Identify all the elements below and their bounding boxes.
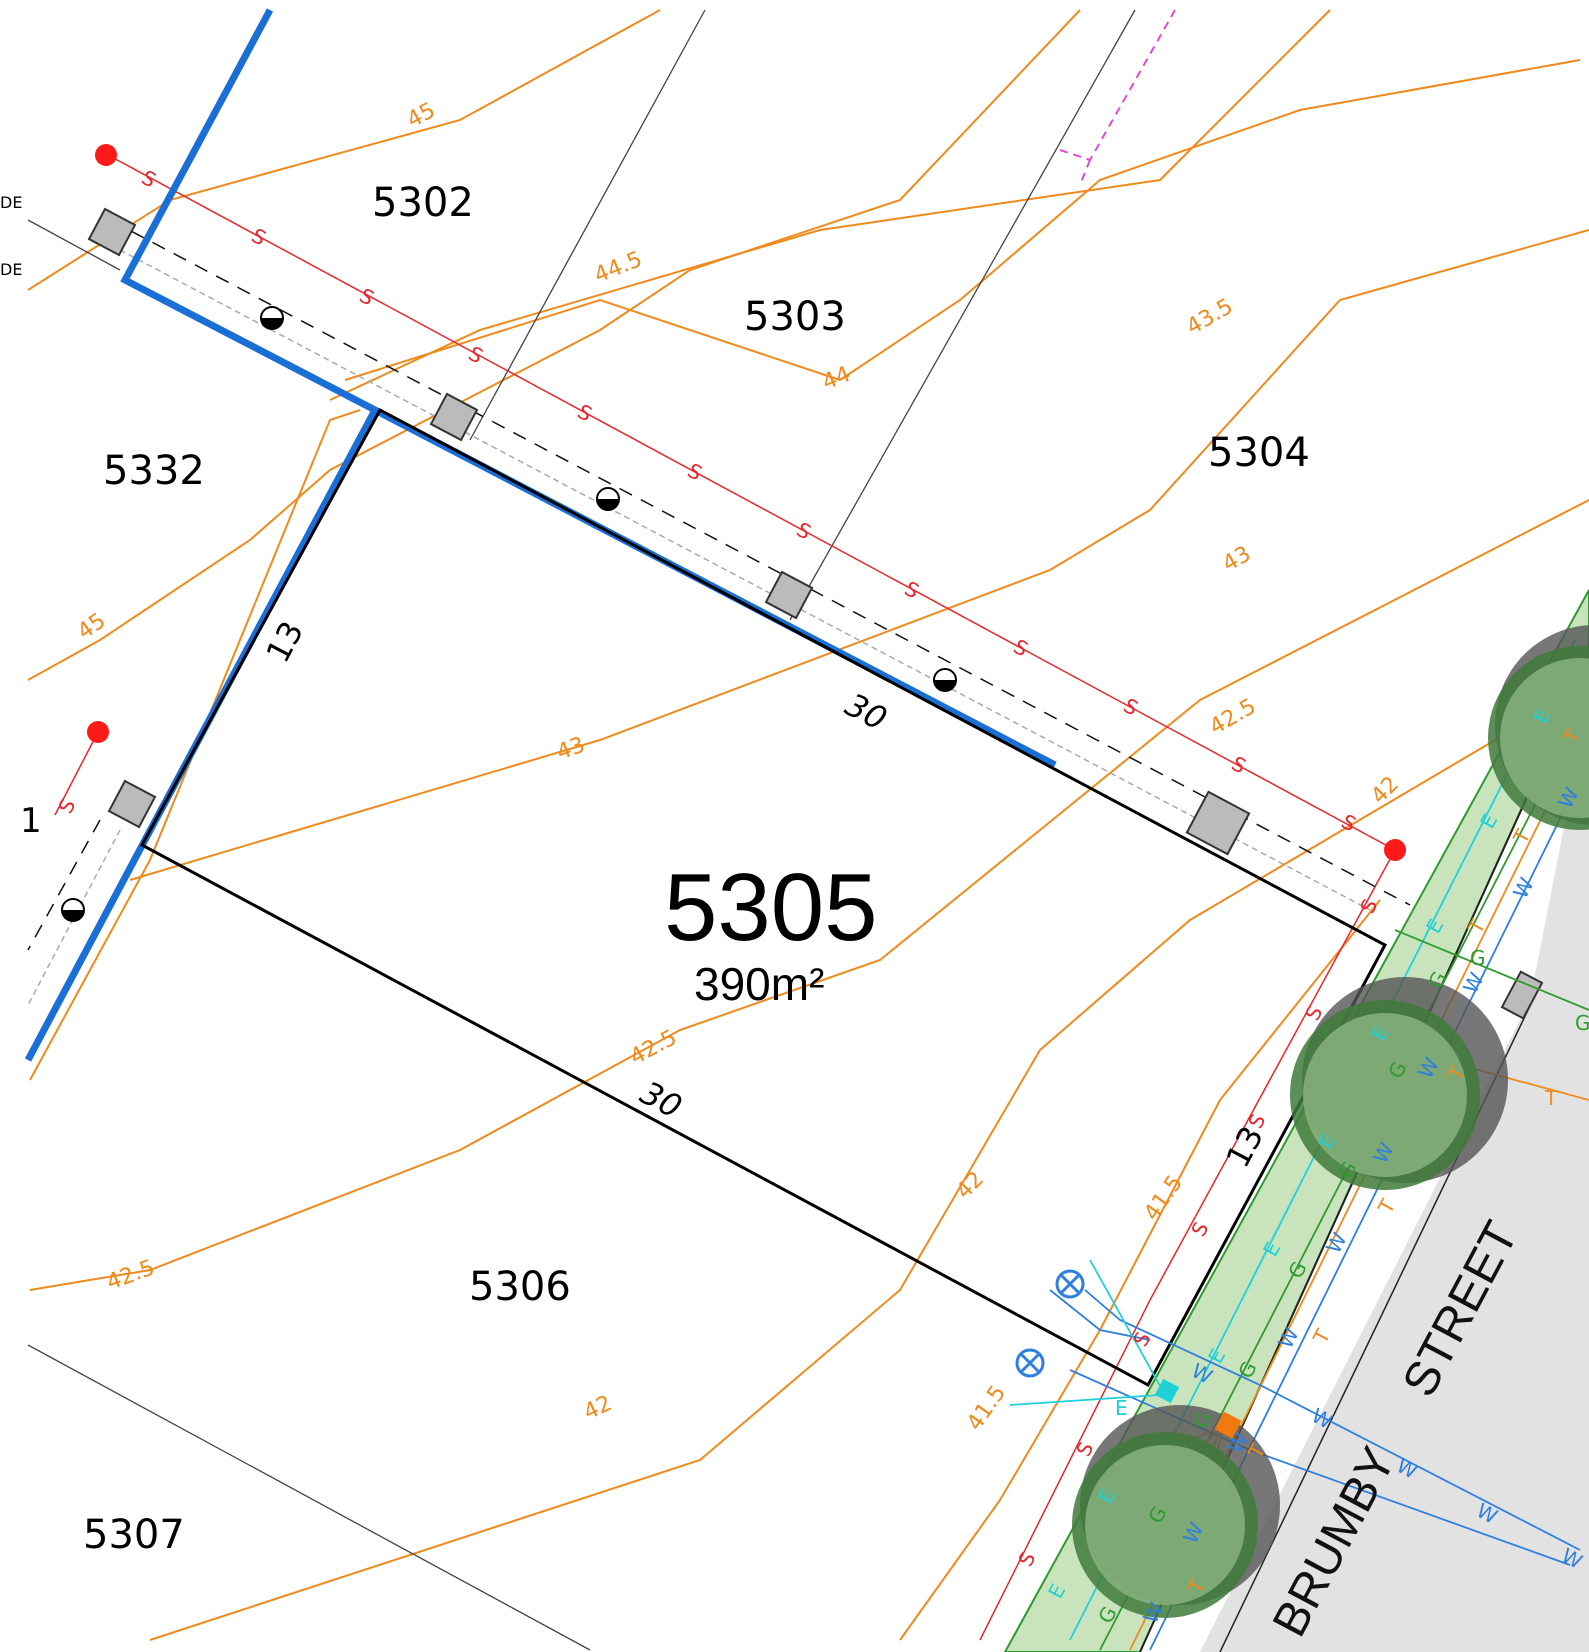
gas-code-label: G bbox=[1470, 946, 1486, 970]
edge-text-fragment: DE bbox=[0, 260, 22, 279]
sewer-code-label: S bbox=[684, 458, 706, 485]
main-lot-area: 390m² bbox=[694, 958, 824, 1010]
sewer-code-label: S bbox=[248, 223, 270, 250]
electric-pit-marker bbox=[1154, 1378, 1180, 1404]
lot-number-label: 5306 bbox=[469, 1264, 571, 1310]
lot-number-label: 5303 bbox=[744, 294, 846, 340]
contour-label: 43.5 bbox=[1183, 294, 1238, 340]
dimension-label: 13 bbox=[259, 615, 312, 669]
easement-line bbox=[1059, 9, 1176, 186]
contour-label: 43 bbox=[554, 733, 589, 766]
sewer-code-label: S bbox=[1010, 634, 1032, 661]
sewer-point-marker bbox=[87, 721, 109, 743]
sewer-code-label: S bbox=[465, 341, 487, 368]
sewer-code-label: S bbox=[138, 165, 160, 192]
grate-pit bbox=[1185, 790, 1251, 856]
blue-boundary bbox=[24, 8, 1057, 1062]
sewer-code-label: S bbox=[1228, 751, 1250, 778]
contour-label: 44 bbox=[819, 362, 854, 396]
contour-label: 42 bbox=[580, 1391, 616, 1425]
lot-number-label: 5307 bbox=[83, 1512, 185, 1558]
inspection-points bbox=[61, 306, 957, 922]
tree-icon bbox=[1072, 1405, 1280, 1618]
edge-text-fragment: 1 bbox=[20, 801, 42, 841]
contour-label: 41.5 bbox=[962, 1381, 1011, 1435]
sewer-code-label: S bbox=[1120, 693, 1142, 720]
grate-pit bbox=[87, 207, 137, 257]
water-valve-icon bbox=[1055, 1269, 1085, 1299]
contour-label: 42.5 bbox=[1206, 694, 1261, 740]
contour-label: 43 bbox=[1219, 542, 1256, 578]
contour-label: 44.5 bbox=[591, 247, 646, 289]
lot-number-label: 5332 bbox=[103, 448, 205, 494]
dimension-label: 30 bbox=[634, 1074, 688, 1127]
dimension-label: 30 bbox=[839, 686, 893, 739]
grate-pit bbox=[1500, 970, 1544, 1020]
sewer-code-label: S bbox=[574, 399, 596, 426]
electric-branch bbox=[1089, 1259, 1166, 1396]
gas-code-label: G bbox=[1575, 1011, 1589, 1035]
thin-lot-lines bbox=[27, 9, 1136, 1651]
contour-label: 45 bbox=[73, 608, 110, 645]
telecom-code-label: T bbox=[1308, 1325, 1336, 1349]
edge-text-fragment: DE bbox=[0, 193, 22, 212]
sewer-code-label: S bbox=[356, 283, 378, 310]
road-surface bbox=[1200, 700, 1589, 1652]
sewer-code-label: S bbox=[793, 517, 815, 544]
telecom-code-label: T bbox=[1508, 825, 1536, 849]
drainage-grey-line bbox=[27, 249, 1371, 1006]
sewer-point-marker bbox=[95, 144, 117, 166]
telecom-code-label: T bbox=[1544, 1086, 1558, 1110]
contour-label: 42 bbox=[1367, 772, 1404, 809]
street-trees bbox=[1072, 625, 1589, 1618]
grate-pit bbox=[429, 392, 479, 442]
main-lot-number: 5305 bbox=[664, 854, 878, 961]
tree-icon bbox=[1488, 625, 1589, 830]
drainage-pits bbox=[87, 207, 1544, 1020]
electric-code-label: E bbox=[1115, 1396, 1128, 1420]
drainage-line bbox=[27, 219, 1411, 951]
grate-pit bbox=[107, 779, 157, 829]
contour-label: 42.5 bbox=[626, 1025, 681, 1070]
gas-branch bbox=[1394, 929, 1589, 1011]
tree-icon bbox=[1290, 977, 1508, 1190]
inspection-point-icon bbox=[596, 487, 620, 511]
sewer-line bbox=[54, 144, 1406, 1641]
telecom-code-label: T bbox=[1373, 1195, 1401, 1219]
sewer-code-label: S bbox=[901, 576, 923, 603]
grate-pit bbox=[764, 570, 814, 620]
sewer-code-label: S bbox=[53, 795, 80, 817]
lot-number-label: 5302 bbox=[372, 180, 474, 226]
inspection-point-icon bbox=[260, 306, 284, 330]
electric-branch bbox=[1009, 1394, 1161, 1406]
sewer-point-marker bbox=[1384, 839, 1406, 861]
water-valve-icon bbox=[1015, 1348, 1045, 1378]
lot-number-label: 5304 bbox=[1208, 430, 1310, 476]
contour-label: 41.5 bbox=[1139, 1171, 1188, 1225]
telecom-pit-marker bbox=[1214, 1411, 1242, 1439]
contour-label: 42 bbox=[952, 1167, 989, 1204]
inspection-point-icon bbox=[933, 668, 957, 692]
inspection-point-icon bbox=[61, 898, 85, 922]
sewer-code-label: S bbox=[1128, 1328, 1155, 1350]
contour-label: 42.5 bbox=[104, 1255, 159, 1295]
sewer-code-label: S bbox=[1186, 1218, 1213, 1240]
lot-5305-boundary bbox=[139, 407, 1388, 1388]
